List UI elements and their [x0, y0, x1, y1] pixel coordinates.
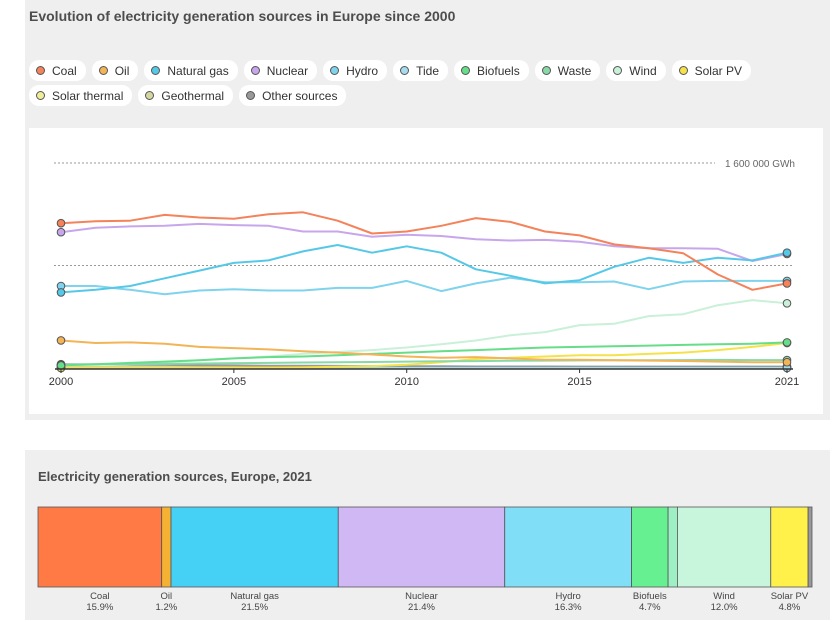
line-chart: 1 600 000 GWh 2000 2005 2010 2015 2021	[49, 157, 799, 388]
segment-value-label: 21.5%	[241, 602, 268, 613]
legend-label: Other sources	[262, 88, 338, 103]
series-line-biofuels	[60, 341, 788, 367]
point-biofuels-2000[interactable]	[56, 361, 66, 370]
legend-dot-icon	[246, 91, 256, 100]
point-oil-2000[interactable]	[56, 336, 66, 345]
legend-item-hydro[interactable]: Hydro	[323, 60, 388, 81]
segment-label: Wind	[713, 591, 735, 602]
segment-label: Natural gas	[230, 591, 279, 602]
legend-item-geothermal[interactable]: Geothermal	[138, 85, 234, 106]
legend-item-waste[interactable]: Waste	[534, 60, 601, 81]
legend-dot-icon	[151, 66, 161, 75]
legend-label: Solar PV	[694, 63, 742, 78]
legend-item-solar-pv[interactable]: Solar PV	[671, 60, 751, 81]
bar-segment-waste[interactable]	[667, 506, 678, 588]
segment-value-label: 12.0%	[711, 602, 738, 613]
legend-item-coal[interactable]: Coal	[29, 60, 86, 81]
stacked-bar-panel: Electricity generation sources, Europe, …	[25, 450, 830, 620]
legend-item-natural-gas[interactable]: Natural gas	[144, 60, 238, 81]
point-wind-2021[interactable]	[782, 298, 792, 308]
legend-item-wind[interactable]: Wind	[606, 60, 666, 81]
legend-dot-icon	[36, 91, 45, 100]
series-line-nuclear	[60, 222, 788, 262]
bar-segment-wind[interactable]	[677, 506, 772, 588]
legend-dot-icon	[613, 66, 623, 75]
series-line-wind	[60, 299, 788, 367]
legend-label: Solar thermal	[52, 88, 124, 103]
x-tick-label: 2015	[567, 376, 591, 388]
legend-dot-icon	[678, 66, 688, 75]
bar-segment-other-sources[interactable]	[807, 506, 813, 588]
legend-item-other-sources[interactable]: Other sources	[239, 85, 347, 106]
legend-item-tide[interactable]: Tide	[393, 60, 449, 81]
legend-dot-icon	[36, 66, 45, 75]
legend-label: Coal	[52, 63, 77, 78]
bar-segment-natural-gas[interactable]	[170, 506, 339, 588]
legend-dot-icon	[250, 66, 260, 75]
series-line-oil	[60, 339, 787, 364]
line-chart-panel: Evolution of electricity generation sour…	[25, 0, 830, 420]
legend-label: Tide	[416, 63, 440, 78]
legend-label: Hydro	[346, 63, 379, 78]
segment-label: Nuclear	[405, 591, 438, 602]
legend-item-nuclear[interactable]: Nuclear	[243, 60, 318, 81]
line-chart-title: Evolution of electricity generation sour…	[29, 8, 456, 24]
x-tick-label: 2010	[394, 376, 418, 388]
point-coal-2021[interactable]	[782, 279, 792, 288]
series-line-solar-pv	[61, 342, 788, 369]
series-line-hydro	[61, 276, 787, 296]
segment-value-label: 21.4%	[408, 602, 435, 613]
point-coal-2000[interactable]	[56, 218, 66, 228]
series-line-coal	[60, 211, 788, 291]
bar-segment-solar-pv[interactable]	[770, 506, 809, 588]
legend: Coal Oil Natural gas Nuclear Hydro Tide Biofue…	[29, 60, 809, 106]
gridline-label-bg	[715, 157, 797, 169]
bar-segment-hydro[interactable]	[504, 506, 632, 588]
legend-item-solar-thermal[interactable]: Solar thermal	[29, 85, 133, 106]
x-tick-label: 2021	[775, 376, 799, 388]
legend-label: Nuclear	[266, 63, 309, 78]
gridline-label: 1 600 000 GWh	[725, 159, 795, 170]
segment-label: Solar PV	[771, 591, 809, 602]
legend-dot-icon	[400, 66, 410, 75]
legend-label: Waste	[557, 63, 592, 78]
segment-value-label: 16.3%	[555, 602, 582, 613]
x-tick-label: 2005	[222, 376, 246, 388]
bar-segment-biofuels[interactable]	[631, 506, 669, 588]
bar-segment-coal[interactable]	[37, 506, 163, 588]
legend-label: Geothermal	[161, 88, 225, 103]
legend-dot-icon	[330, 66, 340, 75]
legend-label: Oil	[114, 63, 130, 78]
point-natural-gas-2000[interactable]	[56, 288, 66, 297]
legend-label: Wind	[629, 63, 657, 78]
point-biofuels-2021[interactable]	[782, 338, 792, 347]
segment-value-label: 15.9%	[86, 602, 113, 613]
point-nuclear-2000[interactable]	[56, 227, 66, 237]
segment-value-label: 4.8%	[779, 602, 801, 613]
legend-item-biofuels[interactable]: Biofuels	[454, 60, 529, 81]
segment-value-label: 1.2%	[156, 602, 178, 613]
series-line-other-sources	[60, 363, 787, 368]
bar-segment-oil[interactable]	[161, 506, 172, 588]
bar-segment-nuclear[interactable]	[337, 506, 506, 588]
x-tick-label: 2000	[49, 376, 73, 388]
segment-label: Biofuels	[633, 591, 667, 602]
line-chart-area: 1 600 000 GWh 2000 2005 2010 2015 2021	[29, 128, 823, 414]
segment-value-label: 4.7%	[639, 602, 661, 613]
legend-dot-icon	[145, 91, 155, 100]
legend-dot-icon	[98, 66, 108, 75]
point-oil-2021[interactable]	[782, 357, 792, 367]
segment-label: Coal	[90, 591, 110, 602]
legend-dot-icon	[461, 66, 471, 75]
series-line-natural-gas	[60, 244, 788, 294]
stacked-bar-title: Electricity generation sources, Europe, …	[38, 469, 312, 484]
legend-item-oil[interactable]: Oil	[91, 60, 139, 81]
legend-label: Biofuels	[477, 63, 520, 78]
segment-label: Hydro	[555, 591, 580, 602]
point-natural-gas-2021[interactable]	[782, 248, 792, 257]
legend-label: Natural gas	[167, 63, 229, 78]
legend-dot-icon	[541, 66, 551, 75]
segment-label: Oil	[161, 591, 173, 602]
